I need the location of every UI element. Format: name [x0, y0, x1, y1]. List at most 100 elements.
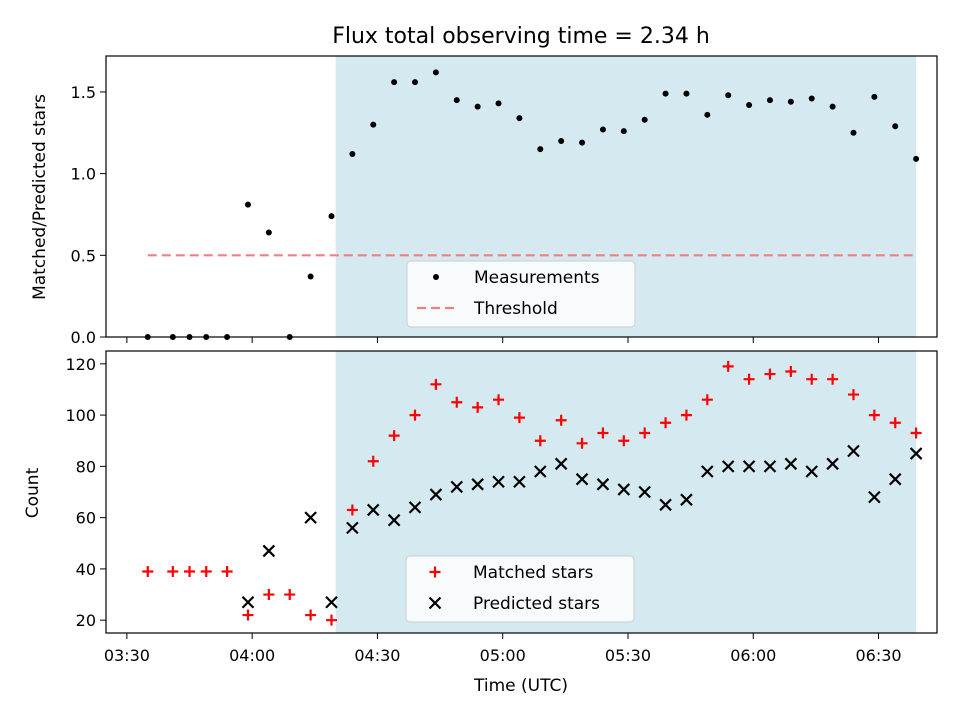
top-y-axis-label: Matched/Predicted stars [30, 94, 50, 300]
predicted-stars-point [763, 460, 777, 473]
axes-frame [105, 350, 938, 634]
measurements-legend-marker [433, 274, 439, 280]
matched-stars-point [889, 417, 901, 429]
matched-stars-point [167, 565, 179, 577]
legend: Measurements Threshold [406, 260, 636, 328]
measurements-point [558, 137, 565, 144]
y-tick-label: 80 [76, 457, 96, 476]
top-plot-area: 0.0 0.5 1.0 1.5 Measurements Threshold [71, 55, 938, 347]
matched-stars-point [722, 360, 734, 372]
x-tick-label: 04:30 [354, 646, 400, 665]
measurements-point [683, 90, 690, 97]
predicted-stars-legend-label: Predicted stars [473, 594, 600, 614]
matched-stars-point [764, 368, 776, 380]
top-panel: Flux total observing time = 2.34 h 0.00.… [30, 24, 938, 347]
y-tick-label: 1.5 [71, 83, 96, 102]
predicted-stars-point [262, 544, 276, 558]
predicted-stars-point [366, 503, 380, 517]
measurements-point [307, 273, 314, 280]
matched-stars-point [184, 565, 196, 577]
matched-stars-point [242, 609, 254, 621]
matched-stars-point [388, 430, 400, 442]
matched-stars-point [743, 373, 755, 385]
predicted-stars-point [325, 595, 338, 609]
predicted-stars-point [471, 478, 484, 491]
matched-stars-point [409, 409, 421, 421]
matched-stars-point [142, 565, 154, 577]
predicted-stars-point [387, 513, 401, 527]
matched-stars-point [555, 414, 567, 426]
measurements-point [871, 93, 878, 100]
bottom-plot-area: 20 40 60 80 100 120 03:30 04:00 04:30 05:00 05:30 0… [65, 350, 938, 665]
matched-stars-point [618, 435, 630, 447]
measurements-point [474, 103, 481, 110]
predicted-stars-point [346, 521, 359, 535]
matched-stars-point [472, 401, 484, 413]
predicted-stars-point [826, 457, 839, 471]
y-tick-label: 40 [76, 560, 96, 579]
legend: Matched stars Predicted stars [405, 555, 635, 623]
bottom-y-axis-label: Count [23, 467, 43, 518]
threshold-legend-label: Threshold [473, 299, 558, 319]
matched-stars-point [534, 435, 546, 447]
measurements-point [516, 115, 523, 122]
predicted-stars-point [554, 457, 568, 471]
matched-stars-point [660, 417, 672, 429]
predicted-stars-point [909, 447, 923, 460]
x-axis-label: Time (UTC) [473, 676, 568, 696]
matched-stars-legend-label: Matched stars [473, 563, 593, 583]
measurements-point [641, 116, 648, 123]
measurements-point [537, 146, 544, 153]
measurements-point [244, 201, 251, 208]
predicted-stars-point [429, 488, 443, 501]
matched-stars-point [305, 609, 317, 621]
matched-stars-point [701, 394, 713, 406]
measurements-point [766, 97, 773, 104]
predicted-stars-point [742, 460, 756, 473]
measurements-point [370, 121, 377, 128]
predicted-stars-point [304, 511, 317, 524]
legend-box [406, 260, 636, 328]
measurements-point [349, 151, 356, 158]
measurements-point [808, 95, 815, 102]
predicted-stars-point [575, 472, 589, 486]
matched-stars-point [325, 614, 337, 626]
predicted-stars-point [513, 475, 526, 489]
x-tick-label: 03:30 [104, 646, 150, 665]
predicted-stars-point [534, 465, 547, 478]
matched-stars-legend-marker [429, 566, 441, 578]
predicted-stars-legend-marker [428, 596, 442, 610]
measurements-point [391, 79, 398, 86]
predicted-stars-point [596, 478, 610, 491]
predicted-stars-point [450, 480, 464, 494]
matched-stars-point [785, 366, 797, 378]
matched-stars-point [430, 378, 442, 390]
matched-stars-point [513, 412, 525, 424]
y-tick-label: 120 [65, 355, 96, 374]
measurements-point [432, 69, 439, 76]
predicted-stars-point [680, 493, 693, 506]
legend-box [405, 555, 635, 623]
measurements-point [495, 100, 502, 107]
matched-stars-point [806, 373, 818, 385]
x-tick-label: 04:00 [229, 646, 275, 665]
predicted-stars-point [241, 595, 255, 609]
bottom-panel: 20 40 60 80 100 120 03:30 04:00 04:30 05:00 05:30 0… [23, 350, 938, 696]
matched-stars-point [576, 437, 588, 449]
x-tick-label: 06:00 [730, 646, 776, 665]
matched-stars-point [346, 504, 358, 516]
predicted-stars-point [721, 460, 735, 473]
predicted-stars-point [659, 498, 672, 512]
y-tick-label: 0.0 [71, 328, 96, 347]
predicted-stars-point [638, 485, 651, 499]
y-tick-label: 60 [76, 509, 96, 528]
measurements-point [599, 126, 606, 133]
y-tick-label: 20 [76, 611, 96, 630]
matched-stars-point [910, 427, 922, 439]
y-tick-label: 0.5 [71, 246, 96, 265]
measurements-point [453, 97, 460, 104]
predicted-stars-point [408, 501, 422, 514]
measurements-point [579, 139, 586, 146]
measurements-point [662, 90, 669, 97]
predicted-stars-point [805, 465, 819, 478]
